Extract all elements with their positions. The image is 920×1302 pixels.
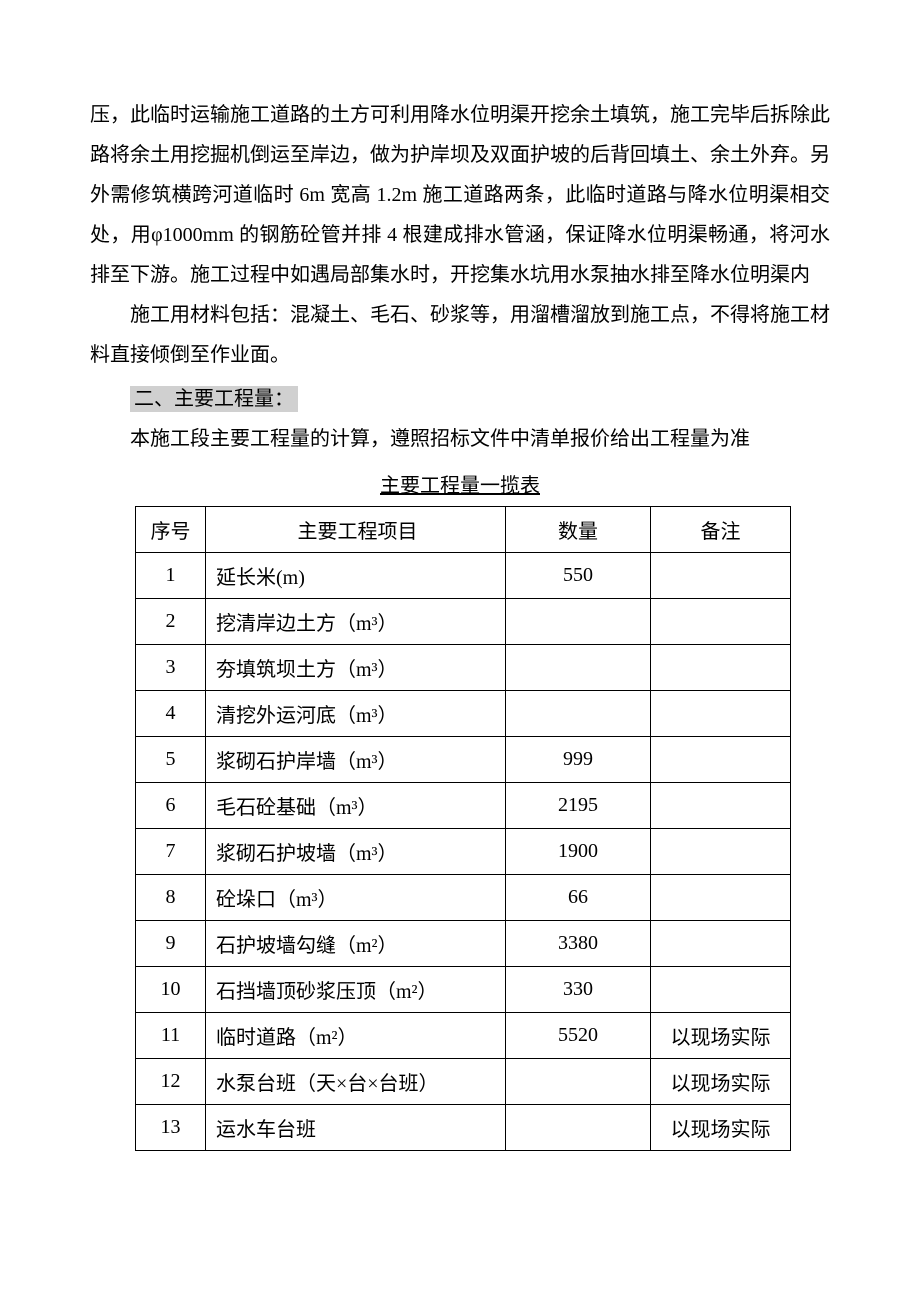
table-cell-qty: 330 xyxy=(506,967,651,1013)
table-row: 6 毛石砼基础（m³） 2195 xyxy=(136,783,791,829)
table-cell-num: 3 xyxy=(136,645,206,691)
body-paragraph-1: 压，此临时运输施工道路的土方可利用降水位明渠开挖余土填筑，施工完毕后拆除此路将余… xyxy=(90,95,830,295)
table-cell-note xyxy=(651,691,791,737)
table-cell-note xyxy=(651,921,791,967)
table-cell-item: 浆砌石护岸墙（m³） xyxy=(206,737,506,783)
table-body: 1 延长米(m) 550 2 挖清岸边土方（m³） 3 夯填筑坝土方（m³） 4… xyxy=(136,553,791,1151)
table-title: 主要工程量一揽表 xyxy=(90,469,830,498)
table-cell-item: 清挖外运河底（m³） xyxy=(206,691,506,737)
table-cell-item: 浆砌石护坡墙（m³） xyxy=(206,829,506,875)
table-cell-num: 7 xyxy=(136,829,206,875)
table-cell-item: 临时道路（m²） xyxy=(206,1013,506,1059)
quantities-table: 序号 主要工程项目 数量 备注 1 延长米(m) 550 2 挖清岸边土方（m³… xyxy=(135,506,791,1151)
table-cell-item: 挖清岸边土方（m³） xyxy=(206,599,506,645)
table-cell-num: 4 xyxy=(136,691,206,737)
table-cell-qty: 3380 xyxy=(506,921,651,967)
body-paragraph-2: 施工用材料包括：混凝土、毛石、砂浆等，用溜槽溜放到施工点，不得将施工材料直接倾倒… xyxy=(90,295,830,375)
table-cell-item: 运水车台班 xyxy=(206,1105,506,1151)
table-cell-num: 6 xyxy=(136,783,206,829)
table-cell-note: 以现场实际 xyxy=(651,1059,791,1105)
table-row: 7 浆砌石护坡墙（m³） 1900 xyxy=(136,829,791,875)
table-cell-qty: 2195 xyxy=(506,783,651,829)
table-row: 10 石挡墙顶砂浆压顶（m²） 330 xyxy=(136,967,791,1013)
table-cell-note: 以现场实际 xyxy=(651,1105,791,1151)
table-cell-note xyxy=(651,737,791,783)
table-cell-qty: 5520 xyxy=(506,1013,651,1059)
table-row: 11 临时道路（m²） 5520 以现场实际 xyxy=(136,1013,791,1059)
table-row: 8 砼垛口（m³） 66 xyxy=(136,875,791,921)
table-cell-item: 砼垛口（m³） xyxy=(206,875,506,921)
table-cell-note: 以现场实际 xyxy=(651,1013,791,1059)
table-cell-item: 石挡墙顶砂浆压顶（m²） xyxy=(206,967,506,1013)
table-cell-item: 水泵台班（天×台×台班） xyxy=(206,1059,506,1105)
table-cell-num: 10 xyxy=(136,967,206,1013)
table-row: 5 浆砌石护岸墙（m³） 999 xyxy=(136,737,791,783)
table-cell-note xyxy=(651,875,791,921)
table-cell-qty: 999 xyxy=(506,737,651,783)
table-cell-note xyxy=(651,829,791,875)
table-cell-num: 12 xyxy=(136,1059,206,1105)
table-cell-qty: 66 xyxy=(506,875,651,921)
table-cell-item: 毛石砼基础（m³） xyxy=(206,783,506,829)
table-row: 4 清挖外运河底（m³） xyxy=(136,691,791,737)
table-cell-qty xyxy=(506,691,651,737)
table-cell-num: 5 xyxy=(136,737,206,783)
table-row: 12 水泵台班（天×台×台班） 以现场实际 xyxy=(136,1059,791,1105)
table-cell-note xyxy=(651,783,791,829)
table-cell-num: 13 xyxy=(136,1105,206,1151)
table-cell-qty xyxy=(506,1105,651,1151)
section-heading-text: 二、主要工程量： xyxy=(130,386,298,412)
body-paragraph-3: 本施工段主要工程量的计算，遵照招标文件中清单报价给出工程量为准 xyxy=(90,419,830,459)
table-header-note: 备注 xyxy=(651,507,791,553)
table-row: 2 挖清岸边土方（m³） xyxy=(136,599,791,645)
table-row: 1 延长米(m) 550 xyxy=(136,553,791,599)
table-row: 9 石护坡墙勾缝（m²） 3380 xyxy=(136,921,791,967)
table-cell-item: 延长米(m) xyxy=(206,553,506,599)
table-cell-note xyxy=(651,645,791,691)
table-cell-qty: 1900 xyxy=(506,829,651,875)
table-cell-item: 夯填筑坝土方（m³） xyxy=(206,645,506,691)
table-header-item: 主要工程项目 xyxy=(206,507,506,553)
table-header-qty: 数量 xyxy=(506,507,651,553)
table-cell-qty xyxy=(506,1059,651,1105)
table-cell-num: 11 xyxy=(136,1013,206,1059)
table-cell-num: 9 xyxy=(136,921,206,967)
table-cell-note xyxy=(651,553,791,599)
table-cell-note xyxy=(651,599,791,645)
table-cell-item: 石护坡墙勾缝（m²） xyxy=(206,921,506,967)
table-cell-note xyxy=(651,967,791,1013)
table-cell-num: 8 xyxy=(136,875,206,921)
table-cell-qty xyxy=(506,599,651,645)
table-row: 13 运水车台班 以现场实际 xyxy=(136,1105,791,1151)
table-row: 3 夯填筑坝土方（m³） xyxy=(136,645,791,691)
table-cell-num: 1 xyxy=(136,553,206,599)
section-heading: 二、主要工程量： xyxy=(90,379,830,419)
table-cell-qty: 550 xyxy=(506,553,651,599)
table-header-row: 序号 主要工程项目 数量 备注 xyxy=(136,507,791,553)
table-cell-num: 2 xyxy=(136,599,206,645)
table-cell-qty xyxy=(506,645,651,691)
table-header-num: 序号 xyxy=(136,507,206,553)
